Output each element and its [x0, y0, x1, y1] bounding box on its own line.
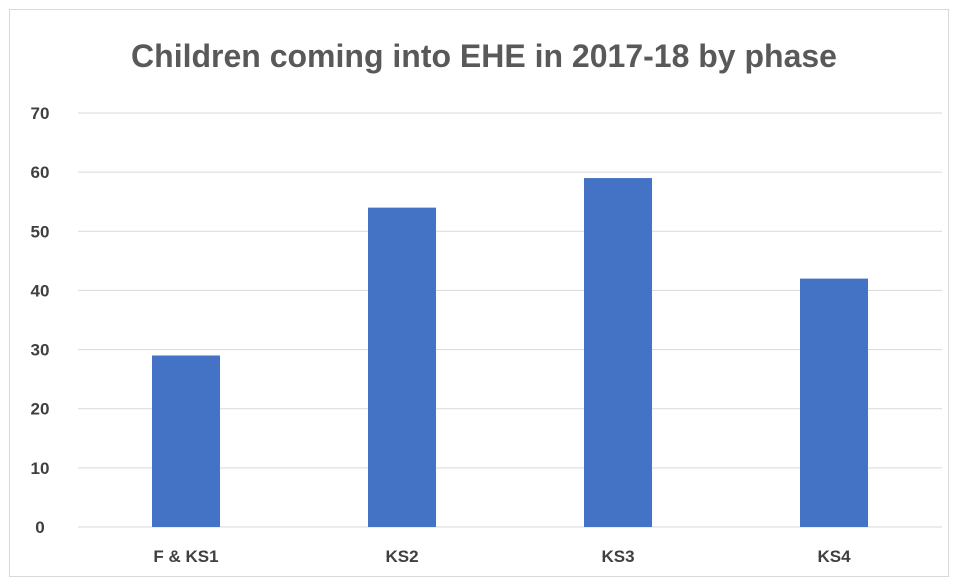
- bar-0: [152, 355, 220, 527]
- x-tick-label: KS4: [817, 547, 851, 566]
- y-tick-label: 0: [35, 518, 44, 537]
- x-axis-ticks: F & KS1 KS2 KS3 KS4: [153, 547, 851, 566]
- y-tick-label: 40: [31, 281, 50, 300]
- x-tick-label: F & KS1: [153, 547, 218, 566]
- chart-title: Children coming into EHE in 2017-18 by p…: [131, 38, 837, 74]
- bar-1: [368, 207, 436, 527]
- y-axis-ticks: 0 10 20 30 40 50 60 70: [31, 104, 50, 537]
- x-tick-label: KS3: [601, 547, 634, 566]
- y-tick-label: 10: [31, 459, 50, 478]
- y-tick-label: 20: [31, 400, 50, 419]
- bar-3: [800, 278, 868, 527]
- y-tick-label: 60: [31, 163, 50, 182]
- y-tick-label: 30: [31, 341, 50, 360]
- y-tick-label: 70: [31, 104, 50, 123]
- bar-2: [584, 178, 652, 528]
- x-tick-label: KS2: [385, 547, 418, 566]
- bars: [152, 178, 868, 528]
- gridlines: [78, 112, 942, 528]
- y-tick-label: 50: [31, 222, 50, 241]
